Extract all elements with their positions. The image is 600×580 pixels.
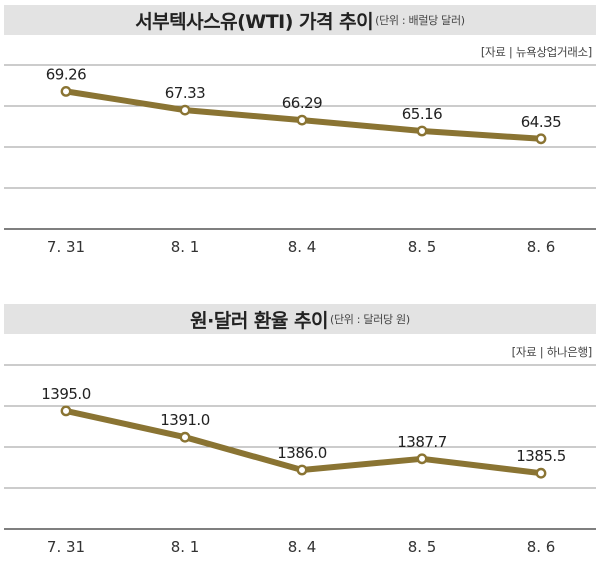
fx-data-label: 1386.0 xyxy=(277,444,327,462)
fx-panel: 원·달러 환율 추이 (단위 : 달러당 원) [자료 | 하나은행] 1395… xyxy=(0,290,600,580)
wti-point xyxy=(535,133,547,145)
wti-data-label: 69.26 xyxy=(46,65,86,83)
fx-data-label: 1391.0 xyxy=(160,411,210,429)
wti-point xyxy=(60,86,72,97)
wti-title: 서부텍사스유(WTI) 가격 추이 xyxy=(135,10,374,33)
wti-source: [자료 | 뉴욕상업거래소] xyxy=(480,45,592,59)
fx-series-line xyxy=(63,407,544,477)
fx-x-tick-label: 8. 5 xyxy=(408,538,437,556)
wti-x-tick-label: 7. 31 xyxy=(47,238,85,256)
fx-data-label: 1387.7 xyxy=(397,433,447,451)
wti-data-label: 64.35 xyxy=(521,113,561,131)
wti-x-tick-label: 8. 4 xyxy=(288,238,317,256)
fx-data-label: 1395.0 xyxy=(41,385,91,403)
wti-x-tick-label: 8. 1 xyxy=(171,238,200,256)
wti-data-label: 66.29 xyxy=(282,94,322,112)
fx-point xyxy=(296,464,308,476)
fx-x-tick-label: 8. 4 xyxy=(288,538,317,556)
fx-title: 원·달러 환율 추이 xyxy=(190,309,328,332)
wti-title-bar: 서부텍사스유(WTI) 가격 추이 (단위 : 배럴당 달러) xyxy=(4,5,596,35)
wti-data-label: 65.16 xyxy=(402,105,442,123)
fx-point xyxy=(535,467,547,479)
wti-x-tick-label: 8. 5 xyxy=(408,238,437,256)
fx-x-tick-label: 8. 1 xyxy=(171,538,200,556)
fx-point xyxy=(60,405,72,417)
wti-line-chart: 69.26 67.33 66.29 65.16 64.35 7. 31 8. 1 8. 4 8.… xyxy=(4,64,596,256)
wti-panel: 서부텍사스유(WTI) 가격 추이 (단위 : 배럴당 달러) [자료 | 뉴욕… xyxy=(4,5,596,256)
fx-source: [자료 | 하나은행] xyxy=(511,345,593,359)
wti-point xyxy=(296,114,308,126)
fx-point xyxy=(416,453,428,465)
fx-line-chart: 1395.0 1391.0 1386.0 1387.7 1385.5 7. 31 8. 1 8… xyxy=(4,364,596,556)
wti-unit-note: (단위 : 배럴당 달러) xyxy=(375,14,465,27)
fx-data-label: 1385.5 xyxy=(516,447,566,465)
fx-unit-note: (단위 : 달러당 원) xyxy=(329,313,410,326)
fx-title-bar: 원·달러 환율 추이 (단위 : 달러당 원) xyxy=(4,304,596,334)
fx-point xyxy=(179,431,191,443)
fx-x-tick-label: 8. 6 xyxy=(527,538,556,556)
wti-data-label: 67.33 xyxy=(165,84,205,102)
wti-point xyxy=(416,125,428,137)
wti-point xyxy=(179,104,191,116)
wti-x-tick-label: 8. 6 xyxy=(527,238,556,256)
fx-x-tick-label: 7. 31 xyxy=(47,538,85,556)
